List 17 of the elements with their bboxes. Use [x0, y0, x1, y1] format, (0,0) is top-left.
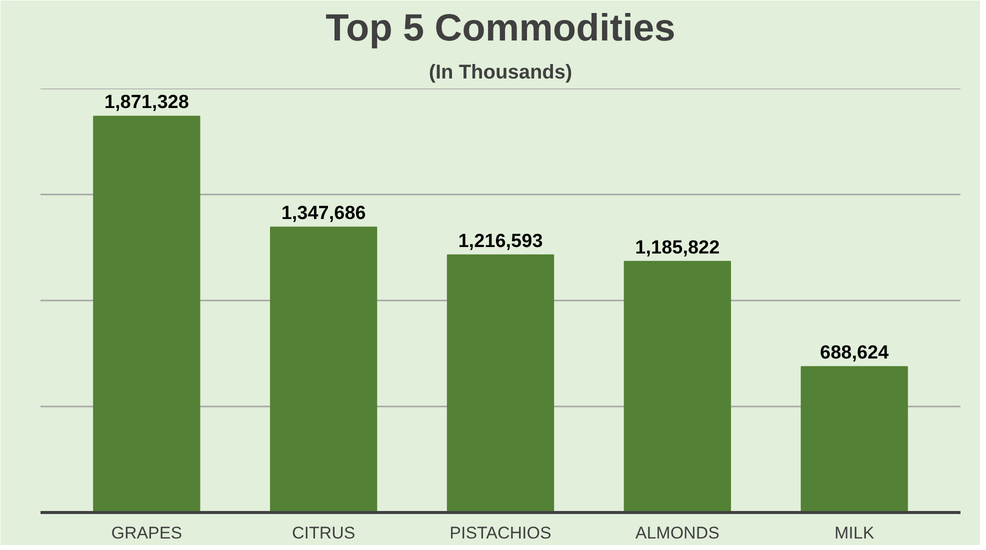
x-tick-label: MILK — [834, 524, 875, 542]
data-label: 1,347,686 — [281, 203, 366, 224]
x-tick-label: CITRUS — [292, 524, 356, 542]
x-tick-label: PISTACHIOS — [450, 524, 552, 542]
bar — [93, 116, 200, 512]
x-tick-label: GRAPES — [111, 524, 182, 542]
x-tick-label: ALMONDS — [635, 524, 720, 542]
bar — [270, 226, 378, 512]
bar — [446, 254, 554, 512]
chart-subtitle: (In Thousands) — [428, 62, 572, 84]
data-label: 688,624 — [820, 342, 890, 364]
data-label: 1,216,593 — [458, 230, 543, 252]
bar — [624, 260, 731, 512]
chart-title: Top 5 Commodities — [326, 8, 676, 50]
data-label: 1,185,822 — [635, 237, 720, 258]
bar — [800, 366, 908, 512]
data-label: 1,871,328 — [104, 92, 189, 114]
